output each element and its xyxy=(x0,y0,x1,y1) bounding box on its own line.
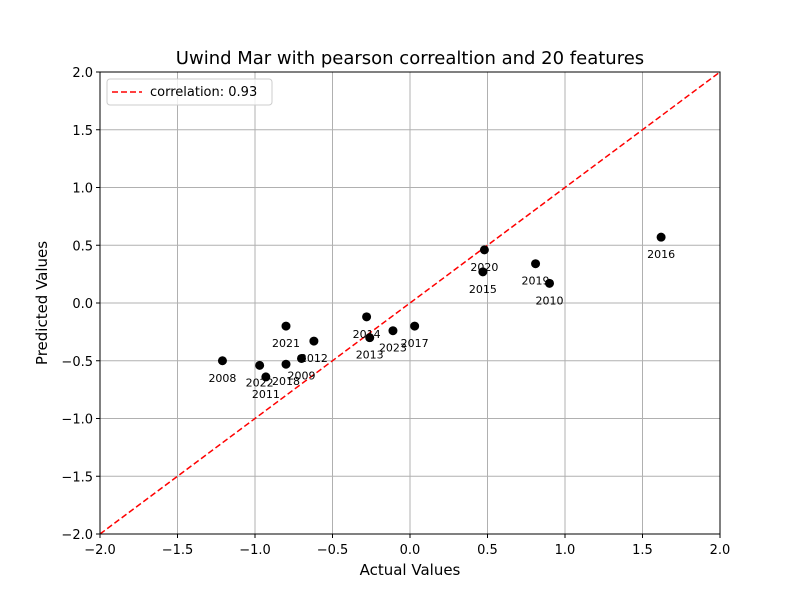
legend-entry-label: correlation: 0.93 xyxy=(150,85,257,100)
correlation-reference-line xyxy=(99,71,721,535)
x-tick-label: 1.5 xyxy=(632,543,653,558)
data-point-2012 xyxy=(309,336,319,346)
data-point-2019 xyxy=(531,259,541,269)
legend: correlation: 0.93 xyxy=(106,78,273,106)
data-point-2017 xyxy=(410,321,420,331)
y-tick-label: 2.0 xyxy=(72,66,93,81)
x-axis-label: Actual Values xyxy=(360,561,461,579)
point-label-2014: 2014 xyxy=(353,328,381,341)
x-tick-label: 1.0 xyxy=(555,543,576,558)
point-label-2009: 2009 xyxy=(288,369,316,382)
point-label-2022: 2022 xyxy=(246,376,274,389)
point-label-2008: 2008 xyxy=(208,372,236,385)
y-tick-label: −1.5 xyxy=(61,470,93,485)
legend-box xyxy=(106,78,273,106)
data-point-2022 xyxy=(255,360,265,370)
y-axis-ticks: −2.0 −1.5 −1.0 −0.5 0.0 0.5 1.0 1.5 2.0 xyxy=(61,66,100,543)
y-tick-label: 1.0 xyxy=(72,182,93,197)
point-label-2011: 2011 xyxy=(252,388,280,401)
y-tick-label: 0.5 xyxy=(72,239,93,254)
point-label-2016: 2016 xyxy=(647,248,675,261)
x-tick-label: 0.0 xyxy=(400,543,421,558)
x-tick-label: −2.0 xyxy=(84,543,116,558)
point-label-2023: 2023 xyxy=(379,342,407,355)
point-label-2017: 2017 xyxy=(401,337,429,350)
data-point-2020 xyxy=(479,245,489,255)
y-tick-label: −2.0 xyxy=(61,528,93,543)
point-label-2012: 2012 xyxy=(300,352,328,365)
y-tick-label: −0.5 xyxy=(61,355,93,370)
point-label-2015: 2015 xyxy=(469,283,497,296)
data-point-2015 xyxy=(478,267,488,277)
data-point-2018 xyxy=(281,359,291,369)
data-point-2013 xyxy=(365,333,375,343)
x-tick-label: −0.5 xyxy=(317,543,349,558)
data-point-2016 xyxy=(656,232,666,242)
point-label-2013: 2013 xyxy=(356,349,384,362)
point-label-2010: 2010 xyxy=(536,294,564,307)
data-point-2021 xyxy=(281,321,291,331)
reference-line-group xyxy=(99,71,721,535)
data-points xyxy=(217,232,666,382)
data-point-2008 xyxy=(217,356,227,366)
data-point-2011 xyxy=(261,372,271,382)
x-axis-ticks: −2.0 −1.5 −1.0 −0.5 0.0 0.5 1.0 1.5 2.0 xyxy=(84,534,730,558)
x-tick-label: 0.5 xyxy=(477,543,498,558)
y-tick-label: −1.0 xyxy=(61,413,93,428)
x-tick-label: 2.0 xyxy=(710,543,731,558)
data-point-2009 xyxy=(297,353,306,363)
y-axis-label: Predicted Values xyxy=(33,241,51,365)
chart-title: Uwind Mar with pearson correaltion and 2… xyxy=(176,48,644,69)
point-label-2019: 2019 xyxy=(522,275,550,288)
y-tick-label: 0.0 xyxy=(72,297,93,312)
x-tick-label: −1.5 xyxy=(162,543,194,558)
y-tick-label: 1.5 xyxy=(72,124,93,139)
data-point-2014 xyxy=(362,312,372,322)
point-label-2018: 2018 xyxy=(272,375,300,388)
point-label-2021: 2021 xyxy=(272,337,300,350)
data-point-2023 xyxy=(388,326,398,336)
point-label-2020: 2020 xyxy=(470,261,498,274)
data-point-2010 xyxy=(545,278,554,288)
point-labels: 2008 2009 2010 2011 2012 2013 2014 2015 2016 2017… xyxy=(208,248,675,401)
x-tick-label: −1.0 xyxy=(239,543,271,558)
